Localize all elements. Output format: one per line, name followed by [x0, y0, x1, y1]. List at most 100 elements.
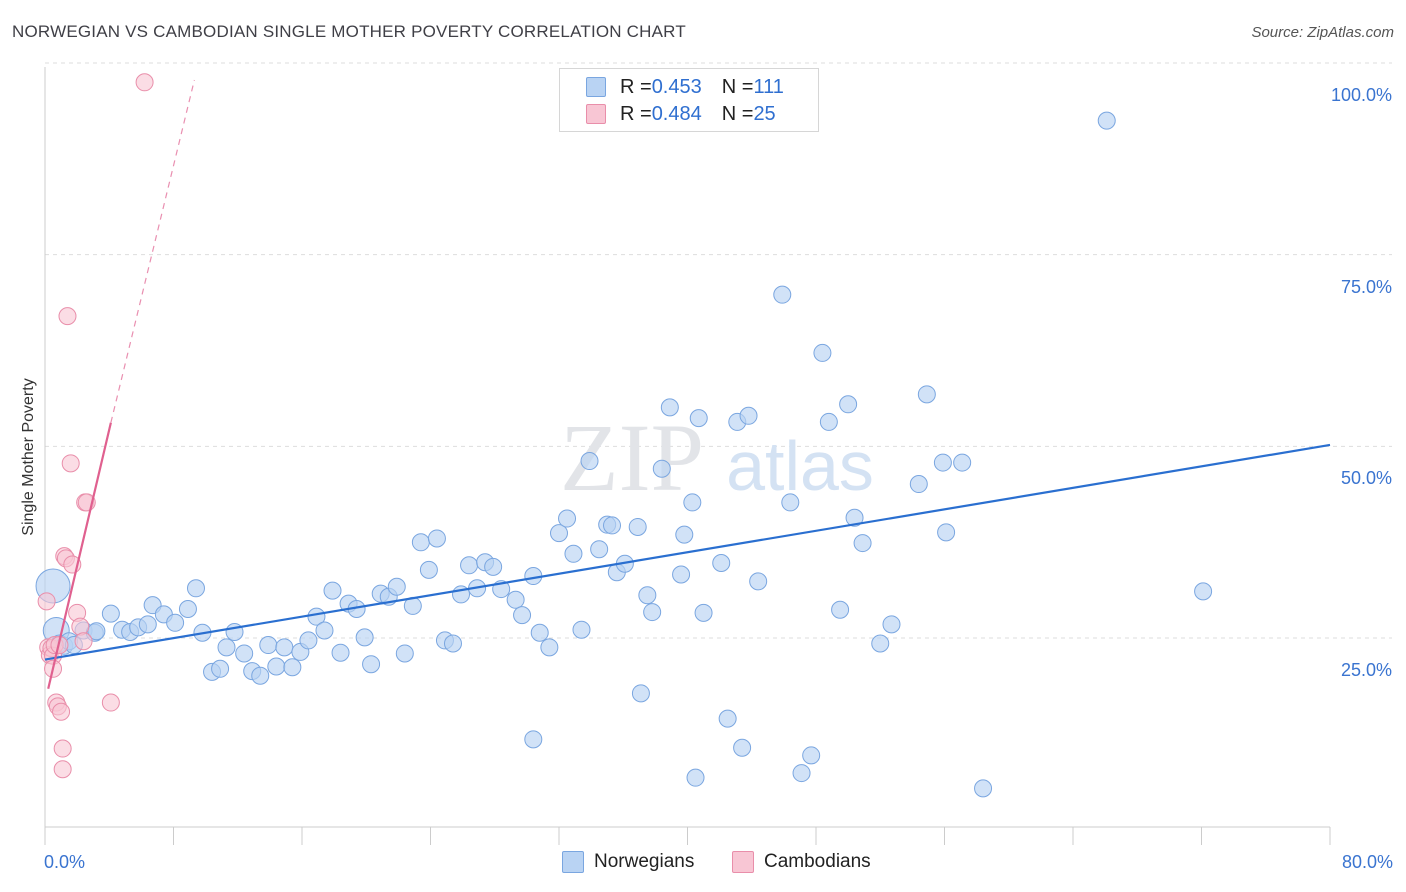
norwegian-point [299, 631, 318, 650]
y-tick-label: 50.0% [1340, 468, 1392, 489]
cambodian-point [74, 632, 93, 651]
norwegian-point [564, 544, 583, 563]
norwegian-point [802, 746, 821, 765]
norwegian-point [839, 395, 858, 414]
source-label[interactable]: Source: ZipAtlas.com [1251, 24, 1394, 41]
legend-n-value: 25 [753, 102, 776, 125]
norwegian-point [506, 590, 525, 609]
legend-r-label: R = [620, 102, 652, 125]
cambodian-point [52, 702, 71, 721]
norwegian-point [186, 579, 205, 598]
norwegian-point [580, 452, 599, 471]
cambodian-point [53, 760, 72, 779]
cambodian-legend-swatch [732, 851, 754, 873]
legend-row-cambodians: R = 0.484 N = 25 [586, 101, 776, 127]
norwegian-point [749, 572, 768, 591]
cambodian-point [58, 307, 77, 326]
norwegian-point [781, 493, 800, 512]
norwegian-point [813, 343, 832, 362]
norwegian-point [953, 453, 972, 472]
norwegian-point [1194, 582, 1213, 601]
legend-n-value: 111 [753, 75, 784, 98]
norwegian-trend-line [44, 443, 1331, 661]
axes [44, 67, 1331, 845]
legend-r-value: 0.453 [651, 75, 702, 98]
norwegian-point [572, 620, 591, 639]
norwegian-point [427, 529, 446, 548]
cambodian-point [101, 693, 120, 712]
y-tick-label: 25.0% [1340, 660, 1392, 680]
norwegian-point [138, 615, 157, 634]
norwegian-point [871, 634, 890, 653]
norwegian-point [283, 658, 302, 677]
norwegian-point [739, 406, 758, 425]
norwegian-point [937, 523, 956, 542]
norwegian-point [540, 638, 559, 657]
norwegian-point [628, 517, 647, 536]
cambodian-trend-extension [110, 79, 195, 423]
norwegian-point [686, 768, 705, 787]
norwegian-point [1097, 111, 1116, 130]
norwegian-point [882, 615, 901, 634]
norwegian-point [411, 533, 430, 552]
norwegian-point [718, 709, 737, 728]
cambodian-point [37, 592, 56, 611]
norwegian-point [638, 586, 657, 605]
norwegian-swatch [586, 77, 606, 97]
y-tick-label: 75.0% [1340, 276, 1392, 297]
norwegian-point [733, 738, 752, 757]
norwegian-point [355, 628, 374, 647]
y-tick-label: 100.0% [1330, 85, 1392, 105]
legend-n-label: N = [721, 102, 754, 125]
norwegian-point [917, 385, 936, 404]
cambodian-point [53, 739, 72, 758]
norwegian-point [419, 560, 438, 579]
norwegian-point [323, 581, 342, 600]
norwegian-legend-swatch [562, 851, 584, 873]
norwegian-point [974, 779, 993, 798]
norwegian-point [211, 659, 230, 678]
norwegian-point [773, 285, 792, 304]
x-tick-max: 80.0% [1341, 852, 1393, 872]
norwegian-point [530, 623, 549, 642]
norwegian-point [331, 643, 350, 662]
norwegian-point [387, 577, 406, 596]
norwegian-point [819, 412, 838, 431]
norwegian-point [845, 508, 864, 527]
norwegian-point [558, 509, 577, 528]
norwegian-point [683, 493, 702, 512]
norwegian-point [603, 516, 622, 535]
bottom-legend-cambodians[interactable]: Cambodians [732, 851, 871, 873]
norwegian-point [933, 453, 952, 472]
cambodian-point [71, 617, 90, 636]
norwegian-point [267, 657, 286, 676]
norwegian-point [259, 636, 278, 655]
norwegian-point [660, 398, 679, 417]
norwegian-point [395, 644, 414, 663]
norwegian-point [178, 600, 197, 618]
norwegian-point [675, 525, 694, 544]
watermark-atlas: atlas [726, 427, 874, 505]
norwegian-point [362, 655, 381, 674]
norwegian-point [251, 666, 270, 685]
norwegian-point [513, 606, 532, 625]
trend-lines [44, 79, 1331, 689]
bottom-legend-norwegians[interactable]: Norwegians [562, 851, 694, 873]
legend-n-label: N = [721, 75, 754, 98]
legend-row-norwegians: R = 0.453 N = 111 [586, 74, 784, 100]
norwegian-point [217, 638, 236, 657]
x-tick-min: 0.0% [44, 852, 86, 872]
norwegian-point [631, 684, 650, 703]
norwegian-point [672, 565, 691, 584]
correlation-legend: R = 0.453 N = 111 R = 0.484 N = 25 [559, 68, 819, 132]
norwegian-point [315, 621, 334, 640]
legend-r-value: 0.484 [651, 102, 702, 125]
norwegian-point [590, 540, 609, 559]
norwegian-point [235, 644, 254, 663]
norwegian-point [524, 730, 543, 749]
norwegian-point [550, 524, 568, 543]
y-axis-label: Single Mother Poverty [20, 378, 37, 536]
chart-title: NORWEGIAN VS CAMBODIAN SINGLE MOTHER POV… [12, 22, 686, 41]
cambodian-point [61, 454, 80, 473]
